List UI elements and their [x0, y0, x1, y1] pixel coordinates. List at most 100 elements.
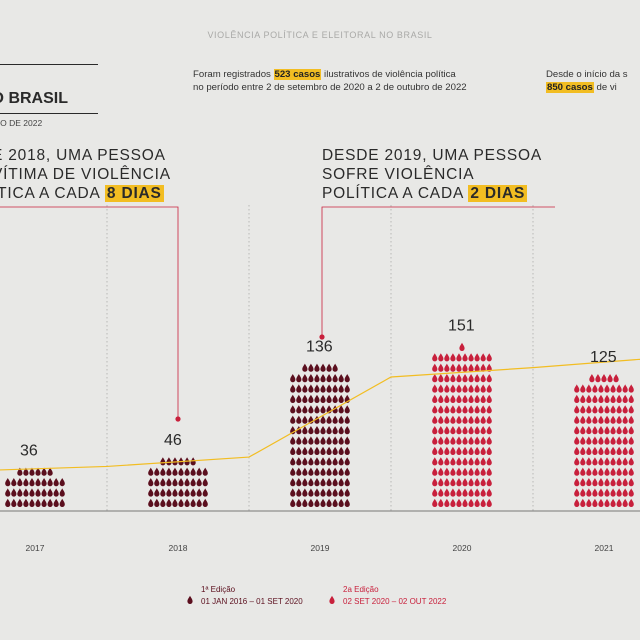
bar-drop: [326, 415, 332, 424]
bar-drop: [468, 488, 474, 497]
bar-drop: [598, 467, 604, 476]
bar-drop: [444, 426, 450, 435]
bar-drop: [595, 374, 601, 383]
bar-drop: [47, 478, 53, 487]
bar-drop: [41, 478, 47, 487]
bar-drop: [296, 488, 302, 497]
bar-drop: [326, 426, 332, 435]
bar-drop: [148, 478, 154, 487]
bar-drop: [462, 436, 468, 445]
bar-2017: [5, 467, 65, 507]
bar-drop: [160, 478, 166, 487]
bar-drop: [196, 488, 202, 497]
bar-drop: [456, 488, 462, 497]
value-labels: 36 46 136 151 125: [20, 318, 617, 460]
bar-drop: [314, 488, 320, 497]
bar-drop: [628, 478, 634, 487]
bar-drop: [616, 384, 622, 393]
bar-drop: [23, 498, 29, 507]
bar-drop: [592, 405, 598, 414]
bar-drop: [574, 498, 580, 507]
bar-drop: [589, 374, 595, 383]
bar-drop: [23, 478, 29, 487]
bar-drop: [616, 415, 622, 424]
bar-drop: [344, 415, 350, 424]
callout-right-line-3: POLÍTICA A CADA 2 DIAS: [322, 184, 542, 203]
bar-drop: [332, 394, 338, 403]
bar-drop: [17, 488, 23, 497]
bar-drop: [480, 394, 486, 403]
bar-drop: [308, 436, 314, 445]
bar-drop: [11, 488, 17, 497]
bar-drop: [628, 498, 634, 507]
bar-drop: [296, 374, 302, 383]
bar-drop: [154, 478, 160, 487]
bar-drop: [344, 405, 350, 414]
bar-drop: [320, 363, 326, 372]
bar-drop: [598, 426, 604, 435]
bar-drop: [432, 353, 438, 362]
bar-drop: [59, 498, 65, 507]
bar-drop: [338, 426, 344, 435]
bar-drop: [290, 394, 296, 403]
bar-drop: [610, 405, 616, 414]
bar-drop: [616, 436, 622, 445]
bar-drop: [320, 415, 326, 424]
bar-drop: [154, 488, 160, 497]
bar-drop: [574, 488, 580, 497]
bar-drop: [574, 436, 580, 445]
bar-drop: [474, 446, 480, 455]
bar-drop: [326, 467, 332, 476]
bar-drop: [172, 467, 178, 476]
bar-drop: [172, 488, 178, 497]
bar-drop: [462, 478, 468, 487]
bar-drop: [450, 498, 456, 507]
bar-drop: [622, 415, 628, 424]
bar-drop: [610, 394, 616, 403]
bar-drop: [462, 415, 468, 424]
bar-drop: [290, 384, 296, 393]
bar-drop: [338, 457, 344, 466]
bar-drop: [17, 467, 23, 476]
bar-drop: [616, 426, 622, 435]
bar-drop: [456, 353, 462, 362]
bar-drop: [308, 446, 314, 455]
bar-drop: [598, 488, 604, 497]
bar-drop: [290, 488, 296, 497]
bar-drop: [444, 467, 450, 476]
bar-drop: [432, 467, 438, 476]
bar-drop: [486, 478, 492, 487]
bar-drop: [444, 374, 450, 383]
bar-drop: [438, 457, 444, 466]
legend-name-2: 2a Edição: [343, 585, 379, 594]
bar-drop: [290, 478, 296, 487]
bar-drop: [456, 426, 462, 435]
bar-drop: [480, 374, 486, 383]
bar-drop: [604, 488, 610, 497]
bar-drop: [332, 384, 338, 393]
bar-drop: [302, 446, 308, 455]
bar-drop: [320, 446, 326, 455]
bar-drop: [468, 457, 474, 466]
bar-drop: [290, 374, 296, 383]
bar-drop: [302, 488, 308, 497]
bar-drop: [592, 415, 598, 424]
bar-drop: [314, 405, 320, 414]
bar-drop: [456, 478, 462, 487]
bar-drop: [308, 457, 314, 466]
value-label-2021: 125: [590, 349, 617, 366]
bar-drop: [444, 436, 450, 445]
bar-drop: [196, 498, 202, 507]
bar-drop: [338, 405, 344, 414]
bar-drop: [622, 384, 628, 393]
bar-drop: [166, 457, 172, 466]
bar-drop: [468, 467, 474, 476]
callout-right: DESDE 2019, UMA PESSOA SOFRE VIOLÊNCIA P…: [322, 146, 542, 203]
bar-drop: [480, 384, 486, 393]
bar-drop: [628, 446, 634, 455]
bar-drop: [474, 405, 480, 414]
bar-drop: [332, 363, 338, 372]
bar-drop: [432, 488, 438, 497]
bar-drop: [598, 498, 604, 507]
